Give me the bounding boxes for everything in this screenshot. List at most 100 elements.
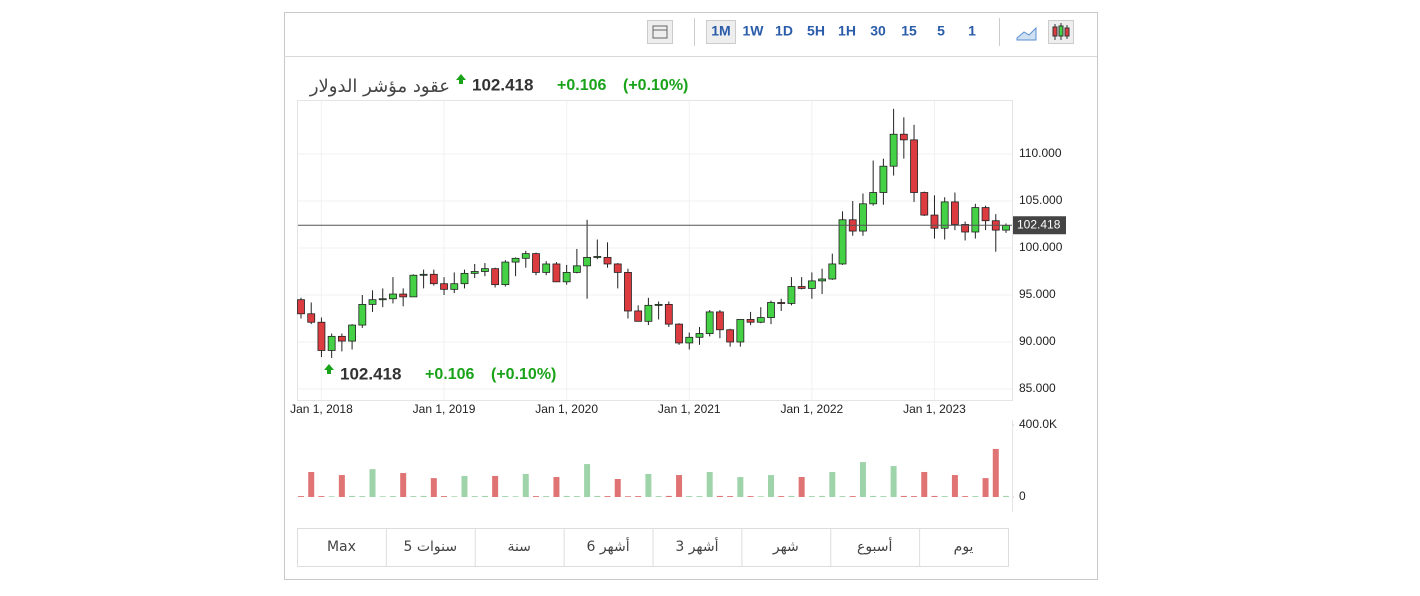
candle-body — [297, 299, 305, 315]
range-tab[interactable]: أسبوع — [857, 537, 893, 555]
candle-body — [961, 224, 970, 233]
volume-bar — [298, 496, 304, 497]
interval-button[interactable]: 1D — [775, 23, 793, 39]
interval-button[interactable]: 1M — [711, 23, 730, 39]
volume-bar — [962, 496, 969, 497]
volume-bar — [665, 495, 672, 497]
volume-bar — [727, 496, 734, 497]
price-change: +0.106 — [557, 77, 606, 94]
candle-body — [378, 298, 387, 301]
candle-body — [603, 256, 612, 265]
x-tick-label: Jan 1, 2022 — [781, 402, 844, 416]
candle-body — [951, 201, 959, 225]
candle-body — [644, 304, 653, 322]
volume-bar — [911, 496, 918, 497]
volume-bar — [512, 496, 519, 497]
range-tab[interactable]: Max — [327, 539, 356, 555]
candle-body — [736, 319, 745, 343]
x-tick-label: Jan 1, 2019 — [413, 402, 476, 416]
volume-bar — [890, 466, 897, 497]
y-tick-label: 105.000 — [1019, 193, 1063, 207]
volume-bar — [880, 496, 887, 497]
candle-body — [440, 283, 448, 290]
interval-button[interactable]: 1H — [838, 23, 856, 39]
line-chart-icon[interactable] — [1016, 26, 1037, 41]
interval-button[interactable]: 5 — [937, 23, 945, 39]
candle-body — [879, 165, 888, 193]
interval-button[interactable]: 5H — [807, 23, 825, 39]
candle-body — [327, 335, 336, 351]
overlay-price: 102.418 — [340, 364, 401, 383]
volume-bar — [972, 496, 979, 497]
volume-bar — [389, 496, 396, 497]
interval-button[interactable]: 1W — [743, 23, 765, 39]
candle-body — [470, 271, 479, 274]
candle-chart-icon[interactable] — [1048, 20, 1074, 44]
volume-bar — [481, 495, 488, 497]
layout-icon[interactable] — [647, 20, 673, 44]
candle-body — [981, 207, 990, 222]
widget-frame — [284, 12, 1098, 580]
interval-button[interactable]: 15 — [901, 23, 917, 39]
y-tick-label: 95.000 — [1019, 287, 1056, 301]
candle-body — [399, 293, 408, 298]
candle-body — [450, 283, 459, 290]
volume-bar — [400, 473, 407, 497]
volume-bar — [420, 495, 427, 497]
volume-bar — [696, 496, 703, 497]
volume-bar — [624, 496, 631, 497]
volume-bar — [502, 496, 509, 497]
y-tick-label: 90.000 — [1019, 334, 1056, 348]
candle-body — [746, 319, 755, 323]
candle-body — [593, 256, 602, 258]
last-price-tag-label: 102.418 — [1017, 217, 1061, 231]
volume-bar — [533, 496, 539, 497]
range-tab[interactable]: 6 أشهر — [586, 537, 629, 555]
candle-body — [920, 192, 929, 216]
candle-body — [368, 299, 377, 305]
volume-bar — [819, 495, 826, 497]
y-tick-label: 100.000 — [1019, 240, 1063, 254]
candle-body — [532, 253, 540, 273]
volume-bar — [982, 478, 989, 497]
candle-body — [613, 263, 622, 273]
volume-bar — [645, 473, 652, 497]
volume-bar — [768, 475, 774, 497]
volume-bar — [737, 477, 744, 497]
candle-body — [818, 278, 826, 282]
candle-body — [307, 313, 316, 323]
candle-body — [562, 272, 571, 283]
volume-bar — [573, 496, 580, 497]
range-tab[interactable]: 3 أشهر — [675, 537, 718, 555]
volume-bar — [951, 475, 958, 497]
range-tab[interactable]: سنة — [507, 539, 530, 555]
overlay-change: +0.106 — [425, 366, 474, 383]
last-price-tag — [1013, 216, 1066, 235]
range-tab[interactable]: شهر — [772, 539, 799, 555]
volume-bar — [430, 478, 437, 497]
candle-body — [869, 192, 878, 205]
volume-bar — [676, 475, 683, 497]
volume-bar — [318, 496, 325, 497]
volume-bar — [706, 471, 713, 497]
x-tick-label: Jan 1, 2018 — [290, 402, 353, 416]
candle-body — [337, 335, 346, 342]
candle-body — [828, 263, 837, 280]
x-tick-label: Jan 1, 2021 — [658, 402, 721, 416]
candle-body — [572, 265, 581, 273]
candle-body — [409, 274, 418, 298]
candle-body — [624, 272, 632, 312]
volume-bar — [349, 495, 356, 497]
candle-body — [501, 261, 510, 286]
candle-body — [654, 303, 663, 306]
volume-bar — [941, 496, 948, 497]
interval-button[interactable]: 1 — [968, 23, 976, 39]
volume-bar — [635, 496, 642, 497]
volume-tick-label: 400.0K — [1019, 417, 1057, 431]
interval-button[interactable]: 30 — [870, 23, 886, 39]
range-tab[interactable]: يوم — [954, 539, 974, 555]
range-tab[interactable]: 5 سنوات — [404, 539, 458, 555]
volume-bar — [778, 496, 785, 497]
volume-bar — [328, 496, 335, 497]
